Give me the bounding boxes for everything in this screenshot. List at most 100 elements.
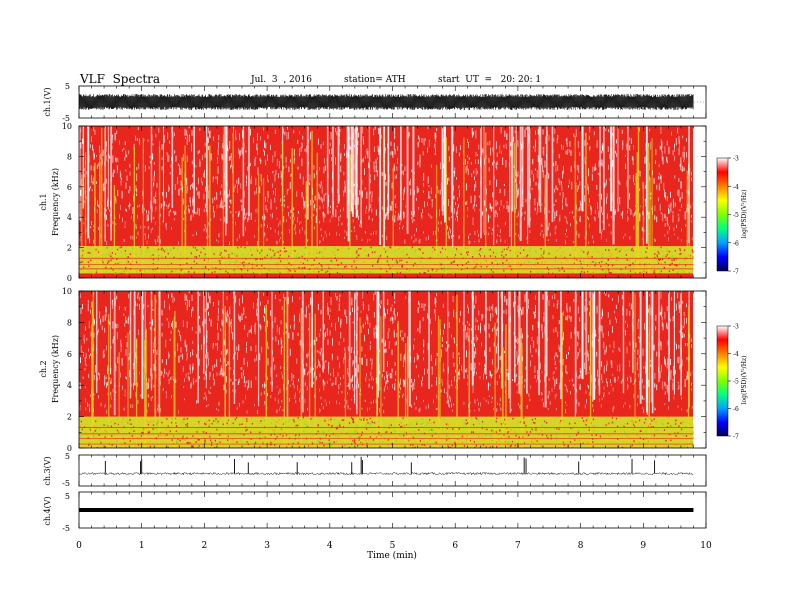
spectrogram-cell [578, 331, 580, 340]
spectrogram-cell [387, 332, 389, 339]
spectrogram-cell [198, 358, 200, 366]
spectrogram-cell [466, 155, 468, 158]
spectrogram-cell [517, 188, 519, 196]
spectrogram-cell [213, 420, 215, 422]
sferic-streak [291, 147, 293, 274]
spectrogram-cell [616, 247, 618, 250]
spectrogram-cell [515, 251, 517, 254]
spectrogram-cell [149, 445, 151, 448]
spectrogram-cell [283, 195, 285, 198]
spectrogram-cell [152, 262, 154, 265]
spectrogram-cell [397, 217, 399, 221]
spectrogram-cell [167, 373, 169, 377]
spectrogram-cell [201, 430, 203, 433]
spectrogram-cell [162, 249, 164, 251]
spectrogram-cell [576, 331, 578, 337]
spectrogram-cell [116, 323, 117, 329]
spectrogram-cell [270, 144, 271, 151]
sferic-streak [581, 126, 584, 212]
spectrogram-cell [285, 156, 287, 163]
spectrogram-cell [582, 442, 584, 445]
spectrogram-cell [302, 176, 304, 185]
spectrogram-cell [534, 258, 536, 261]
spectrogram-cell [93, 318, 95, 326]
spectrogram-cell [161, 323, 163, 327]
spectrogram-cell [479, 249, 481, 252]
spectrogram-cell [565, 138, 567, 142]
spectrogram-cell [287, 206, 289, 209]
spectrogram-cell [480, 265, 482, 268]
spectrogram-cell [123, 426, 125, 429]
spectrogram-cell [587, 442, 589, 444]
spectrogram-cell [104, 382, 106, 385]
spectrogram-cell [310, 199, 311, 206]
spectrogram-cell [263, 127, 265, 131]
spectrogram-cell [366, 238, 368, 243]
sferic-streak [99, 154, 101, 274]
spectrogram-cell [673, 227, 675, 232]
spectrogram-cell [321, 196, 323, 202]
spectrogram-cell [679, 253, 681, 255]
spectrogram-cell [532, 442, 534, 444]
spectrogram-cell [448, 366, 449, 374]
spectrogram-cell [245, 429, 247, 432]
spectrogram-cell [499, 207, 500, 211]
spectrogram-cell [558, 217, 560, 222]
spectrogram-cell [631, 247, 633, 250]
spectrogram-cell [467, 235, 469, 240]
spectrogram-cell [373, 128, 375, 136]
sferic-streak [527, 126, 529, 244]
spectrogram-cell [182, 353, 184, 360]
spectrogram-cell [685, 264, 687, 267]
spectrogram-cell [494, 211, 496, 218]
spectrogram-cell [604, 249, 607, 251]
spectrogram-cell [247, 332, 249, 338]
spectrogram-cell [626, 259, 628, 261]
spectrogram-cell [141, 432, 143, 434]
spectrogram-cell [416, 423, 418, 425]
spectrogram-cell [309, 182, 310, 186]
spectrogram-cell [125, 269, 127, 271]
spectrogram-cell [674, 175, 676, 179]
spectrogram-cell [250, 431, 252, 434]
spectrogram-cell [656, 184, 658, 190]
spectrogram-cell [166, 434, 168, 436]
spectrogram-cell [253, 302, 254, 309]
spectrogram-cell [632, 423, 635, 426]
spectrogram-cell [111, 444, 113, 446]
spectrogram-cell [486, 428, 488, 431]
spectrogram-cell [379, 254, 382, 257]
spectrogram-cell [465, 419, 467, 422]
spectrogram-cell [554, 355, 555, 360]
spectrogram-cell [606, 238, 607, 242]
spectrogram-cell [587, 251, 589, 254]
spectrogram-cell [507, 431, 509, 433]
spectrogram-cell [335, 128, 337, 133]
spectrogram-cell [391, 368, 393, 373]
spectrogram-cell [649, 293, 651, 297]
spectrogram-cell [152, 153, 153, 158]
spectrogram-cell [283, 247, 285, 249]
spectrogram-cell [468, 261, 470, 264]
ch1-colorbar-ticks: -3-4-5-6-7 [728, 156, 739, 276]
spectrogram-cell [419, 159, 421, 168]
spectrogram-cell [394, 314, 396, 321]
spectrogram-cell [692, 251, 694, 253]
spectrogram-cell [674, 143, 675, 149]
spectrogram-cell [569, 212, 571, 214]
spectrogram-cell [227, 314, 229, 318]
spectrogram-cell [266, 208, 268, 213]
spectrogram-cell [683, 271, 685, 273]
spectrogram-cell [493, 446, 495, 448]
spectrogram-cell [128, 432, 131, 434]
spectrogram-cell [550, 434, 552, 437]
spectrogram-cell [606, 193, 608, 199]
spectrogram-cell [160, 434, 162, 437]
spectrogram-cell [126, 262, 128, 264]
spectrogram-cell [443, 267, 446, 269]
spectrogram-cell [367, 150, 369, 159]
spectrogram-cell [320, 269, 322, 272]
spectrogram-cell [142, 427, 144, 430]
spectrogram-cell [390, 317, 392, 322]
spectrogram-cell [562, 198, 563, 204]
